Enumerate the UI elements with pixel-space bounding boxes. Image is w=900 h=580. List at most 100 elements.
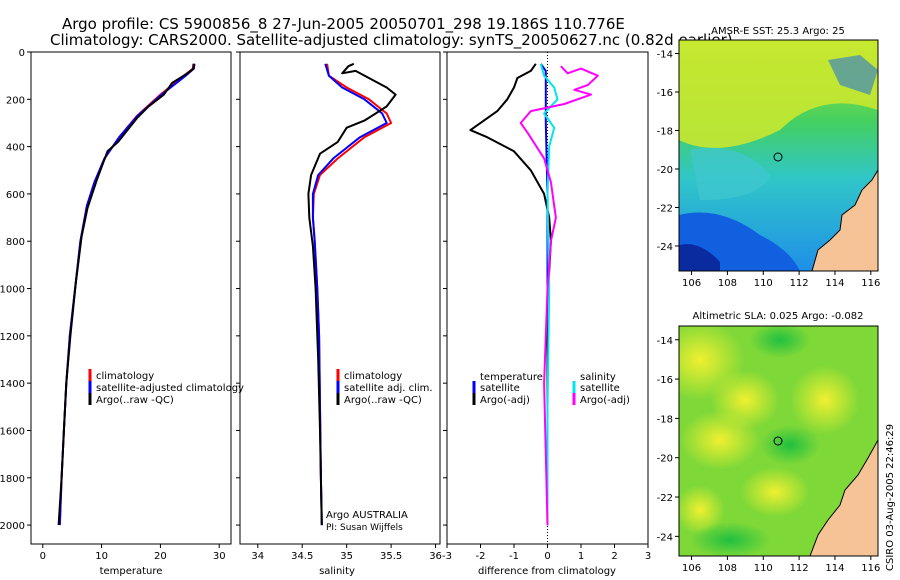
x-tick-label: -2 [476,551,486,562]
sla-low-3 [690,522,770,556]
sla-high-6 [679,485,725,535]
y-tick-label: 800 [6,237,25,248]
map-y-tick-label: -22 [657,203,673,214]
sla-high-5 [740,467,810,517]
sst-cloud-patch [828,55,878,95]
difference-legend-left: temperature satellite Argo(-adj) [472,372,543,406]
salinity-panel-frame [239,51,441,545]
legend-label-climatology: climatology [344,371,402,382]
y-tick-label: 0 [19,48,25,59]
x-tick-label: 30 [213,551,226,562]
map-x-tick-label: 116 [861,278,880,289]
y-tick-label: 200 [6,95,25,106]
sla-argo-marker [773,436,783,446]
sst-argo-marker [773,152,783,162]
annotation-argo-australia: Argo AUSTRALIA [326,510,408,521]
legend-label-salinity: salinity [580,372,616,383]
sla-map-frame [678,325,879,557]
salinity-xlabel: salinity [319,566,355,577]
sla-map [679,326,878,556]
series-line-argo [57,63,195,526]
sst-map [679,40,878,271]
title-line-1: Argo profile: CS 5900856_8 27-Jun-2005 2… [62,15,625,34]
x-tick-label: -1 [509,551,519,562]
sst-mid-patch [690,147,770,200]
sla-map-title: Altimetric SLA: 0.025 Argo: -0.082 [693,311,864,322]
y-tick-label: 600 [6,190,25,201]
sla-high-4 [680,410,760,470]
map-y-tick-label: -14 [657,336,673,347]
x-tick-label: 0 [40,551,46,562]
map-y-tick-label: -24 [657,532,673,543]
y-tick-label: 1800 [0,474,25,485]
x-tick-label: 34.5 [291,551,313,562]
legend-label-sal-satellite: satellite [580,383,620,394]
map-x-tick-label: 112 [790,563,809,574]
map-y-tick-label: -18 [657,414,673,425]
map-y-tick-label: -22 [657,493,673,504]
map-x-tick-label: 114 [825,278,844,289]
map-y-tick-label: -14 [657,49,673,60]
salinity-profile: 34 34.5 35 35.5 36 [236,51,442,562]
series-line-satellite [311,63,388,526]
series-line-salinity-satellite [539,63,559,526]
x-tick-label: 1 [578,551,584,562]
map-x-tick-label: 106 [682,278,701,289]
legend-label-argo: Argo(..raw -QC) [344,395,422,406]
difference-legend-right: salinity satellite Argo(-adj) [572,372,630,406]
map-y-tick-label: -20 [657,165,673,176]
legend-label-temp-argo: Argo(-adj) [480,395,530,406]
map-y-tick-label: -16 [657,375,673,386]
sla-map-ticks: 106 108 110 112 114 116 -14 -16 -18 -20 -22 -24 [657,336,881,574]
map-y-tick-label: -18 [657,126,673,137]
x-tick-label: 35 [340,551,353,562]
x-tick-label: 35.5 [380,551,402,562]
map-x-tick-label: 116 [861,563,880,574]
map-y-tick-label: -24 [657,242,673,253]
temperature-profile: 0 10 20 30 0 200 400 600 800 1000 1200 1400 1600 1800… [0,48,226,562]
temperature-panel-frame [30,51,232,545]
x-tick-label: 10 [95,551,108,562]
sst-warm-patch [679,40,878,148]
series-line-climatology [58,63,195,526]
legend-label-sal-argo: Argo(-adj) [580,395,630,406]
legend-label-satellite: satellite adj. clim. [344,383,433,394]
series-line-satellite [58,63,196,526]
y-tick-label: 1600 [0,426,25,437]
series-line-argo [307,62,397,526]
x-tick-label: -3 [442,551,452,562]
difference-profile: -3 -2 -1 0 1 2 3 [442,51,651,562]
sst-map-title: AMSR-E SST: 25.3 Argo: 25 [711,26,845,37]
y-tick-label: 400 [6,143,25,154]
sla-high-3 [790,365,860,435]
sst-map-frame [678,39,879,272]
sla-land [809,438,878,556]
temperature-legend: climatology satellite-adjusted climatolo… [88,369,244,406]
x-tick-label: 2 [611,551,617,562]
sst-map-ticks: 106 108 110 112 114 116 -14 -16 -18 -20 -22 -24 [657,49,881,289]
x-tick-label: 36 [429,551,442,562]
salinity-legend: climatology satellite adj. clim. Argo(..… [336,369,433,406]
side-stamp: CSIRO 03-Aug-2005 22:46:29 [885,424,896,571]
map-x-tick-label: 110 [754,278,773,289]
sla-low-2 [760,425,820,465]
map-x-tick-label: 108 [718,563,737,574]
map-x-tick-label: 108 [718,278,737,289]
x-tick-label: 0 [544,551,550,562]
series-line-temperature-argo [469,63,552,526]
temperature-xlabel: temperature [100,566,163,577]
x-tick-label: 34 [251,551,264,562]
series-line-climatology [311,63,393,526]
legend-label-temp-satellite: satellite [480,383,520,394]
y-tick-label: 1400 [0,379,25,390]
legend-label-satellite: satellite-adjusted climatology [96,383,244,394]
legend-label-climatology: climatology [96,371,154,382]
legend-label-argo: Argo(..raw -QC) [96,395,174,406]
profile-plots: 0 10 20 30020040060080010001200140016001800… [0,48,651,562]
map-y-tick-label: -16 [657,88,673,99]
map-x-tick-label: 112 [790,278,809,289]
x-tick-label: 20 [154,551,167,562]
sst-land [811,169,878,271]
y-tick-label: 2000 [0,521,25,532]
